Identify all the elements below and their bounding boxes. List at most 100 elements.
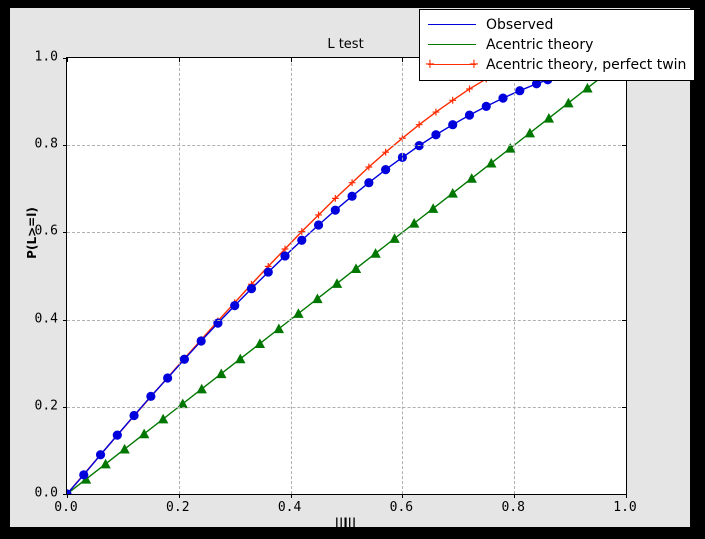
data-point <box>531 79 542 89</box>
y-tick-right <box>622 494 626 495</box>
chart-legend: Observed Acentric theory + + Acentric th… <box>419 9 696 81</box>
data-point <box>112 430 122 440</box>
data-point <box>347 191 357 201</box>
data-point <box>138 428 150 439</box>
data-point <box>313 220 324 230</box>
legend-label-observed: Observed <box>486 17 554 33</box>
series-observed <box>67 75 553 494</box>
data-point <box>381 165 391 175</box>
data-point <box>293 308 304 318</box>
data-point <box>431 130 441 140</box>
plot-clip <box>67 58 626 494</box>
x-tick-label: 0.2 <box>166 500 190 515</box>
y-tick-right <box>622 232 626 234</box>
y-tick <box>63 145 67 147</box>
series-acentric-theory <box>67 58 626 494</box>
data-point <box>449 96 457 104</box>
data-point <box>273 323 285 334</box>
data-point <box>216 368 227 379</box>
data-point <box>563 97 574 108</box>
data-point <box>119 443 130 454</box>
gridline-vertical <box>402 58 404 494</box>
data-point <box>331 194 339 202</box>
x-tick <box>67 494 68 498</box>
y-tick <box>63 494 67 495</box>
data-point <box>389 233 400 243</box>
data-point <box>235 353 246 364</box>
data-point <box>331 278 343 288</box>
x-tick <box>514 494 516 498</box>
data-point <box>157 413 169 424</box>
data-point <box>364 178 374 188</box>
data-point <box>67 489 72 494</box>
legend-swatch-observed <box>426 18 478 32</box>
x-tick-top <box>67 58 68 62</box>
legend-swatch-acentric-theory <box>426 38 478 52</box>
data-point <box>365 163 373 171</box>
data-point <box>486 157 497 168</box>
y-tick-right <box>622 145 626 147</box>
gridline-horizontal <box>67 319 626 321</box>
data-point <box>348 179 356 187</box>
data-point <box>281 245 289 253</box>
y-tick-label: 0.8 <box>34 136 58 152</box>
data-point <box>415 121 423 129</box>
legend-label-acentric-theory-perfect-twin: Acentric theory, perfect twin <box>486 57 687 73</box>
x-tick <box>626 494 627 498</box>
legend-item-acentric-theory: Acentric theory <box>426 35 686 55</box>
data-point <box>254 338 266 348</box>
data-point <box>177 398 188 409</box>
data-curves <box>67 58 626 494</box>
data-point <box>129 410 139 421</box>
figure-canvas: L test P(L>=l) ||l|| 0.0 0.2 0.4 0.6 0.8 1.0 0… <box>10 8 696 530</box>
data-point <box>582 82 593 93</box>
data-point <box>447 187 458 198</box>
y-tick <box>63 406 67 408</box>
data-point <box>382 148 390 156</box>
data-point <box>263 267 273 277</box>
data-point <box>350 263 362 274</box>
data-point <box>230 301 240 311</box>
data-point <box>246 284 257 294</box>
data-point <box>498 93 508 103</box>
x-tick <box>402 494 404 498</box>
y-tick-label: 0.4 <box>34 311 58 327</box>
data-point <box>466 173 477 183</box>
x-tick-top <box>178 58 180 62</box>
gridline-vertical <box>514 58 516 494</box>
gridline-vertical <box>178 58 180 494</box>
legend-item-acentric-theory-perfect-twin: + + Acentric theory, perfect twin <box>424 55 687 75</box>
data-point <box>146 391 156 401</box>
y-tick-label: 0.2 <box>34 398 58 414</box>
x-tick-top <box>402 58 404 62</box>
gridline-horizontal <box>67 232 626 234</box>
data-point <box>543 112 555 123</box>
x-tick <box>290 494 292 498</box>
data-point <box>179 354 189 364</box>
gridline-vertical <box>290 58 292 494</box>
x-tick <box>178 494 180 498</box>
data-point <box>213 318 223 328</box>
series-line <box>67 58 626 494</box>
y-tick-right <box>622 406 626 408</box>
plot-area <box>63 57 627 498</box>
y-tick-label: 0.6 <box>34 223 58 239</box>
legend-swatch-acentric-theory-perfect-twin: + + <box>424 57 480 72</box>
gridline-horizontal <box>67 145 626 147</box>
data-point <box>524 127 536 138</box>
data-point <box>196 336 206 346</box>
y-tick <box>63 232 67 234</box>
data-point <box>408 218 420 228</box>
x-tick-label: 1.0 <box>613 500 637 515</box>
data-point <box>464 110 475 120</box>
y-tick <box>63 58 67 59</box>
x-tick-label: 0.0 <box>54 500 78 515</box>
legend-item-observed: Observed <box>426 15 686 35</box>
data-point <box>370 248 381 258</box>
series-line <box>67 79 548 494</box>
data-point <box>505 143 516 153</box>
x-axis-label: ||l|| <box>334 516 357 530</box>
data-point <box>515 86 525 96</box>
data-point <box>163 373 173 383</box>
y-tick <box>63 319 67 321</box>
